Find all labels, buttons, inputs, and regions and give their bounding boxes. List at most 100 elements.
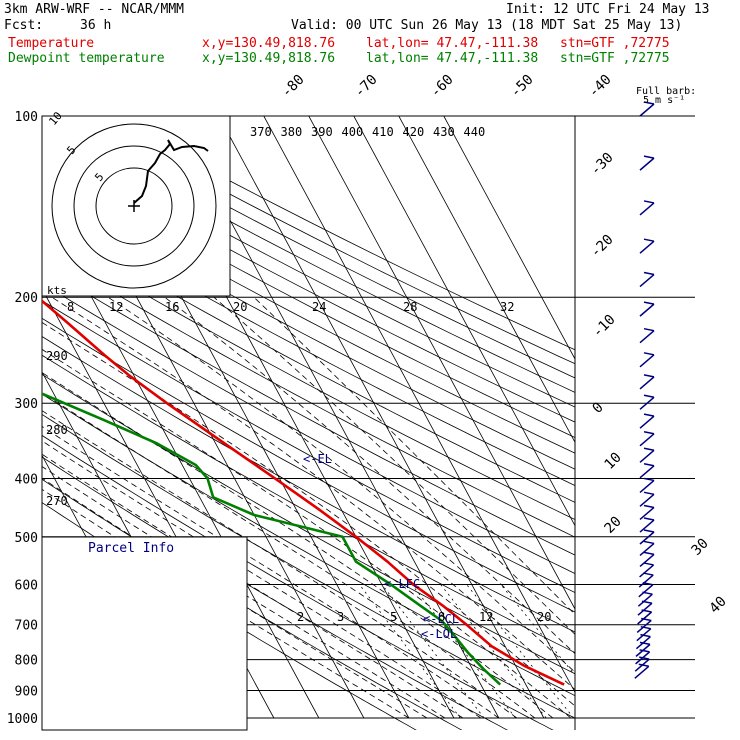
pressure-tick-label: 1000 <box>7 712 38 727</box>
parcel-info-title: Parcel Info <box>88 541 174 556</box>
mixing-ratio-line <box>440 584 547 719</box>
isotherm-tick-label: 0 <box>590 400 607 417</box>
wind-barb <box>639 240 655 254</box>
wind-barb-flag <box>642 582 653 586</box>
wind-barb <box>639 542 655 557</box>
theta-left-label: 280 <box>46 423 68 437</box>
pressure-tick-label: 800 <box>15 654 38 669</box>
isotherm-line <box>0 116 4 718</box>
wind-barb-flag <box>643 540 655 545</box>
mixing-ratio-line <box>466 584 575 719</box>
moist-adiabat <box>42 488 410 719</box>
pressure-tick-label: 200 <box>15 291 38 306</box>
model-title: 3km ARW-WRF -- NCAR/MMM <box>4 2 185 17</box>
mixing-ratio-label: 3 <box>337 610 344 624</box>
pressure-tick-label: 500 <box>15 531 38 546</box>
mixing-ratio-label: 2 <box>297 610 304 624</box>
wind-barb <box>636 619 652 634</box>
wind-barb <box>639 519 655 533</box>
isotherm-tick-label: -20 <box>588 232 617 261</box>
theta-tick-label: 380 <box>281 125 303 139</box>
wind-barb <box>639 103 655 117</box>
wind-barb <box>639 415 655 429</box>
wind-barb <box>639 506 655 521</box>
wind-barb <box>639 433 655 447</box>
isotherm-tick-label: -30 <box>588 150 617 179</box>
xy-temp: x,y=130.49,818.76 <box>202 36 336 51</box>
wind-barb-flag <box>643 327 655 332</box>
stn-dew: stn=GTF ,72775 <box>560 51 670 66</box>
init-time: Init: 12 UTC Fri 24 May 13 <box>506 2 710 17</box>
dry-adiabat <box>42 158 575 438</box>
temperature-trace <box>42 299 565 686</box>
dewpoint-trace <box>42 392 502 686</box>
wind-speed-tick-label: 32 <box>500 300 514 314</box>
dry-adiabat <box>42 354 575 654</box>
mixing-ratio-line <box>411 584 516 719</box>
dry-adiabat <box>42 300 575 594</box>
wind-barb <box>637 602 653 616</box>
isotherm-tick-label: -80 <box>279 72 308 101</box>
wind-barb <box>639 330 655 344</box>
wind-barb <box>639 303 655 317</box>
isotherm-line <box>218 116 545 719</box>
dry-adiabat <box>42 282 575 575</box>
wind-barb-flag <box>643 413 655 417</box>
wind-speed-tick-label: 20 <box>233 300 247 314</box>
wind-barb <box>638 574 654 588</box>
dry-adiabat <box>42 187 575 470</box>
hodograph-units: kts <box>47 284 67 297</box>
wind-barb-flag <box>643 517 655 521</box>
hodograph-ring <box>73 145 195 267</box>
wind-barb <box>637 611 653 625</box>
mixing-ratio-label: 5 <box>390 610 397 624</box>
wind-barb <box>638 584 654 598</box>
wind-speed-tick-label: 24 <box>312 300 326 314</box>
wind-barb-flag <box>643 155 655 159</box>
moist-adiabat <box>42 410 518 719</box>
wind-barb <box>639 465 655 479</box>
theta-tick-label: 430 <box>433 125 455 139</box>
isotherm-line <box>353 116 575 527</box>
barb-legend-title: Full barb: <box>636 86 696 97</box>
wind-barb-flag <box>643 562 654 566</box>
wind-barb-flag <box>641 600 653 604</box>
pressure-tick-label: 700 <box>15 619 38 634</box>
theta-tick-label: 440 <box>464 125 486 139</box>
wind-barb-flag <box>639 656 650 660</box>
wind-barb-flag <box>643 463 655 467</box>
mixing-ratio-line <box>359 584 461 719</box>
wind-speed-tick-label: 16 <box>165 300 179 314</box>
wind-barb-flag <box>643 529 655 533</box>
wind-barb-flag <box>643 200 655 204</box>
mixing-ratio-label: 20 <box>537 610 551 624</box>
theta-tick-label: 410 <box>372 125 394 139</box>
wind-barb <box>639 531 655 545</box>
moist-adiabat <box>42 348 572 719</box>
pressure-tick-label: 300 <box>15 397 38 412</box>
theta-tick-label: 390 <box>311 125 333 139</box>
wind-barb <box>637 593 653 607</box>
wind-barb-flag <box>643 394 655 398</box>
wind-barb-flag <box>643 238 655 242</box>
wind-barb-flag <box>641 609 652 613</box>
wind-barb-flag <box>643 301 655 305</box>
wind-barb-flag <box>643 447 655 451</box>
pressure-tick-label: 100 <box>15 110 38 125</box>
dry-adiabat <box>42 393 575 697</box>
pressure-tick-label: 900 <box>15 684 38 699</box>
wind-barb <box>639 157 655 171</box>
mixing-ratio-line <box>500 584 575 676</box>
theta-tick-label: 370 <box>250 125 272 139</box>
isotherm-tick-label: -50 <box>508 72 537 101</box>
wind-barb <box>639 376 655 390</box>
valid-time: Valid: 00 UTC Sun 26 May 13 (18 MDT Sat … <box>291 18 683 33</box>
xy-dew: x,y=130.49,818.76 <box>202 51 336 66</box>
moist-adiabat <box>213 296 575 635</box>
wind-barb <box>639 479 655 494</box>
theta-left-label: 270 <box>46 494 68 508</box>
lcl-label: <-LCL <box>423 612 459 626</box>
isotherm-line <box>443 116 575 360</box>
